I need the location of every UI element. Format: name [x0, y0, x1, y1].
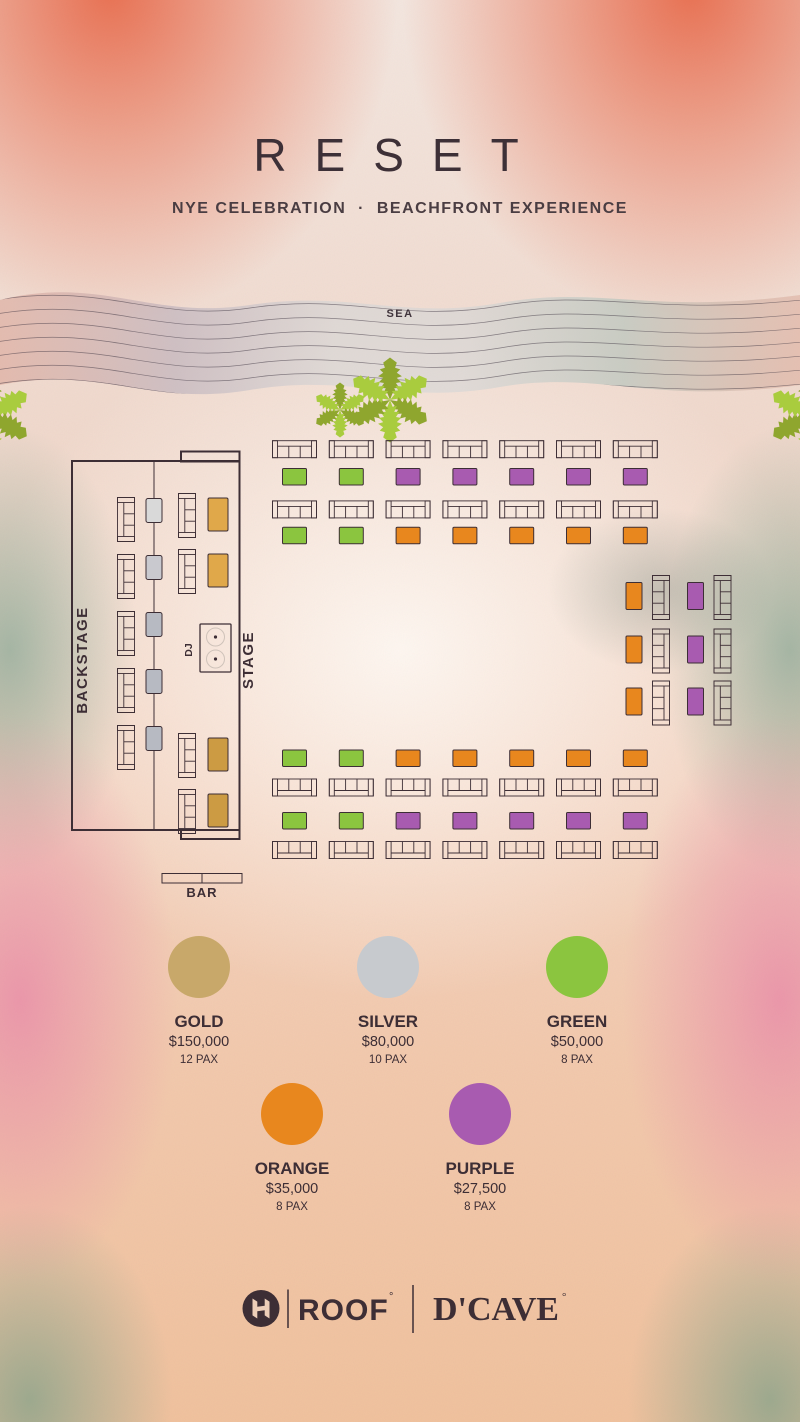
svg-text:SILVER: SILVER [358, 1012, 418, 1031]
svg-text:BACKSTAGE: BACKSTAGE [74, 606, 91, 713]
svg-text:$50,000: $50,000 [551, 1034, 603, 1050]
svg-text:STAGE: STAGE [240, 631, 257, 689]
svg-text:$35,000: $35,000 [266, 1181, 318, 1197]
svg-text:GOLD: GOLD [174, 1012, 223, 1031]
svg-text:12 PAX: 12 PAX [180, 1054, 218, 1066]
svg-text:10 PAX: 10 PAX [369, 1054, 407, 1066]
svg-text:$27,500: $27,500 [454, 1181, 506, 1197]
svg-text:°: ° [389, 1291, 393, 1303]
svg-text:PURPLE: PURPLE [446, 1159, 515, 1178]
svg-text:BAR: BAR [186, 885, 217, 900]
svg-text:$150,000: $150,000 [169, 1034, 229, 1050]
svg-text:ORANGE: ORANGE [255, 1159, 330, 1178]
svg-text:$80,000: $80,000 [362, 1034, 414, 1050]
svg-text:D'CAVE: D'CAVE [433, 1291, 559, 1328]
svg-text:GREEN: GREEN [547, 1012, 607, 1031]
svg-text:8 PAX: 8 PAX [561, 1054, 593, 1066]
svg-text:8 PAX: 8 PAX [276, 1201, 308, 1213]
svg-text:ROOF: ROOF [298, 1294, 389, 1327]
svg-text:DJ: DJ [183, 643, 195, 657]
svg-text:°: ° [562, 1291, 566, 1303]
svg-text:8 PAX: 8 PAX [464, 1201, 496, 1213]
